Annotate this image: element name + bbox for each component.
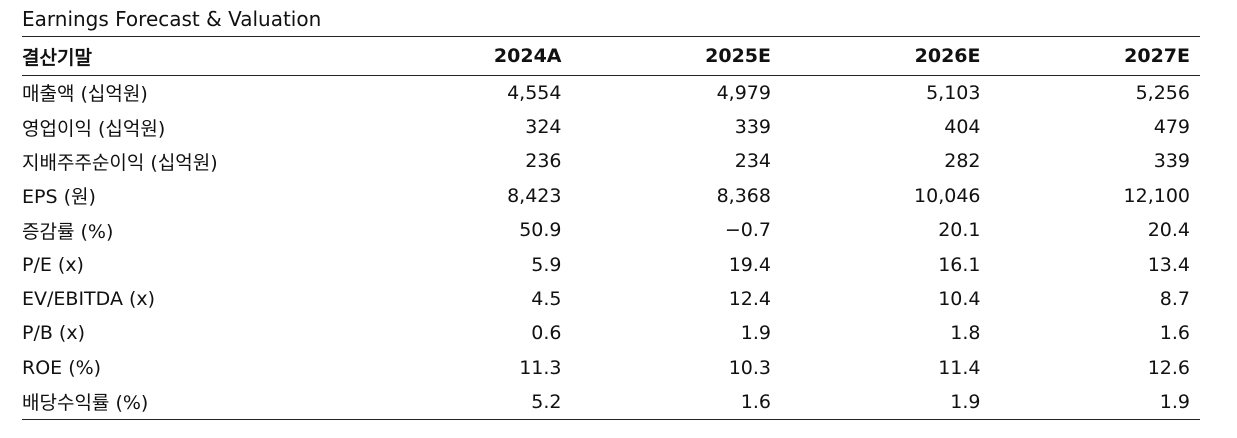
- table-row: EPS (원) 8,423 8,368 10,046 12,100: [22, 179, 1200, 213]
- row-label: 증감률 (%): [22, 220, 114, 243]
- table-cell: −0.7: [724, 219, 771, 242]
- table-cell: 404: [944, 116, 981, 139]
- table-row: P/B (x) 0.6 1.9 1.8 1.6: [22, 316, 1200, 350]
- table-cell: 12.4: [728, 288, 771, 311]
- table-cell: 324: [525, 116, 562, 139]
- table-cell: 20.4: [1147, 219, 1190, 242]
- table-cell: 16.1: [938, 253, 981, 276]
- table-cell: 1.8: [950, 322, 981, 345]
- table-cell: 5,256: [1135, 81, 1190, 104]
- table-cell: 1.9: [950, 390, 981, 413]
- table-cell: 236: [525, 150, 562, 173]
- table-cell: 19.4: [728, 253, 771, 276]
- header-year: 2027E: [1124, 45, 1190, 67]
- row-label: EV/EBITDA (x): [22, 288, 156, 311]
- table-row: ROE (%) 11.3 10.3 11.4 12.6: [22, 351, 1200, 385]
- header-label: 결산기말: [22, 46, 92, 69]
- table-cell: 4.5: [531, 288, 562, 311]
- table-cell: 339: [1153, 150, 1190, 173]
- table-cell: 12,100: [1123, 184, 1190, 207]
- table-cell: 1.6: [740, 390, 771, 413]
- page-title: Earnings Forecast & Valuation: [22, 7, 322, 31]
- row-label: 배당수익률 (%): [22, 392, 149, 415]
- table-cell: 10.3: [728, 356, 771, 379]
- row-label: 지배주주순이익 (십억원): [22, 151, 218, 174]
- row-label: 매출액 (십억원): [22, 83, 148, 106]
- table-cell: 0.6: [531, 322, 562, 345]
- table-cell: 50.9: [519, 219, 562, 242]
- row-label: P/E (x): [22, 253, 84, 276]
- table-cell: 11.4: [938, 356, 981, 379]
- table-row: EV/EBITDA (x) 4.5 12.4 10.4 8.7: [22, 282, 1200, 316]
- table-cell: 479: [1153, 116, 1190, 139]
- table-cell: 4,979: [716, 81, 771, 104]
- table-row: 매출액 (십억원) 4,554 4,979 5,103 5,256: [22, 76, 1200, 110]
- table-cell: 5,103: [926, 81, 981, 104]
- table-cell: 8,423: [507, 184, 562, 207]
- row-label: ROE (%): [22, 356, 102, 379]
- header-row: 결산기말 2024A 2025E 2026E 2027E: [22, 36, 1200, 76]
- table-cell: 11.3: [519, 356, 562, 379]
- table-row: 배당수익률 (%) 5.2 1.6 1.9 1.9: [22, 385, 1200, 420]
- table-cell: 339: [734, 116, 771, 139]
- table-cell: 5.9: [531, 253, 562, 276]
- table-row: P/E (x) 5.9 19.4 16.1 13.4: [22, 247, 1200, 281]
- table-row: 지배주주순이익 (십억원) 236 234 282 339: [22, 144, 1200, 178]
- table-cell: 12.6: [1147, 356, 1190, 379]
- header-year: 2024A: [493, 45, 562, 67]
- table-row: 영업이익 (십억원) 324 339 404 479: [22, 110, 1200, 144]
- table-cell: 8,368: [716, 184, 771, 207]
- table-row: 증감률 (%) 50.9 −0.7 20.1 20.4: [22, 213, 1200, 247]
- table-cell: 10.4: [938, 288, 981, 311]
- table-cell: 1.9: [740, 322, 771, 345]
- row-label: P/B (x): [22, 322, 86, 345]
- header-year: 2025E: [705, 45, 771, 67]
- table-cell: 10,046: [914, 184, 981, 207]
- table-cell: 20.1: [938, 219, 981, 242]
- table-cell: 4,554: [507, 81, 562, 104]
- table-cell: 5.2: [531, 390, 562, 413]
- header-year: 2026E: [914, 45, 981, 67]
- earnings-table: 결산기말 2024A 2025E 2026E 2027E 매출액 (십억원) 4…: [22, 36, 1200, 420]
- table-cell: 1.6: [1159, 322, 1190, 345]
- table-cell: 13.4: [1147, 253, 1190, 276]
- row-label: EPS (원): [22, 186, 96, 209]
- table-cell: 8.7: [1159, 288, 1190, 311]
- table-cell: 234: [734, 150, 771, 173]
- table-cell: 1.9: [1159, 390, 1190, 413]
- row-label: 영업이익 (십억원): [22, 117, 166, 140]
- table-cell: 282: [944, 150, 981, 173]
